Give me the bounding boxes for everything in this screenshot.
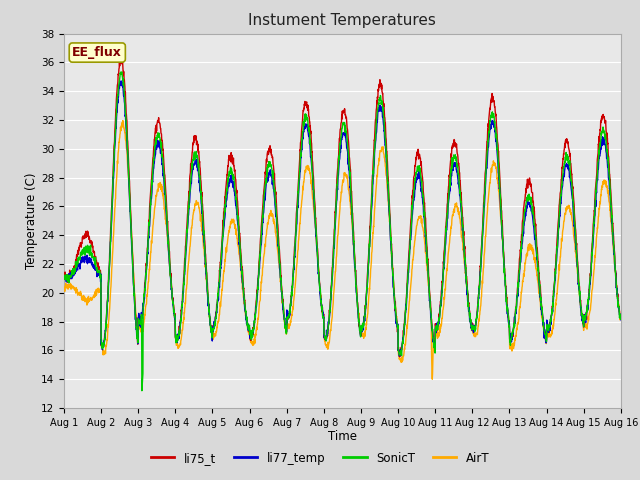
Legend: li75_t, li77_temp, SonicT, AirT: li75_t, li77_temp, SonicT, AirT [146, 447, 494, 469]
Y-axis label: Temperature (C): Temperature (C) [25, 172, 38, 269]
Title: Instument Temperatures: Instument Temperatures [248, 13, 436, 28]
Text: EE_flux: EE_flux [72, 46, 122, 59]
X-axis label: Time: Time [328, 431, 357, 444]
